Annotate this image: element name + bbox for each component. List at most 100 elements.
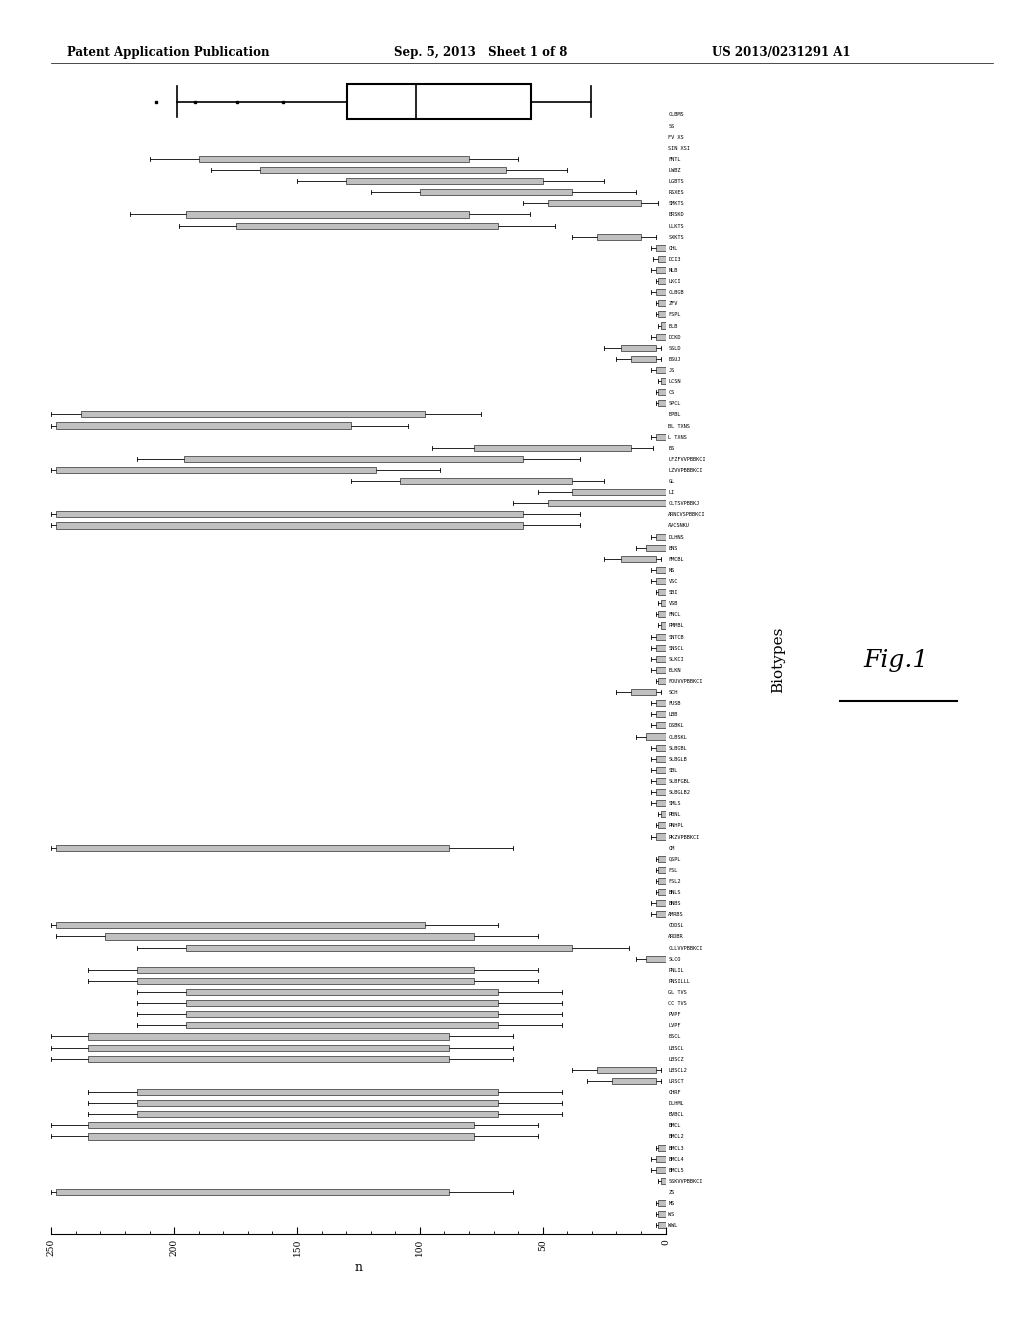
Text: US 2013/0231291 A1: US 2013/0231291 A1 <box>712 46 850 59</box>
Bar <box>658 855 666 862</box>
Bar <box>660 812 666 817</box>
Bar <box>137 1111 499 1117</box>
Bar <box>658 878 666 884</box>
Bar <box>186 1001 499 1006</box>
Bar <box>88 1056 450 1061</box>
Bar <box>660 601 666 606</box>
Bar <box>137 1089 499 1096</box>
Bar <box>655 767 666 774</box>
Bar <box>572 490 666 495</box>
Bar <box>56 511 523 517</box>
Bar <box>548 500 666 507</box>
Bar <box>56 845 450 850</box>
Bar <box>658 1212 666 1217</box>
Bar <box>655 777 666 784</box>
Bar <box>137 1100 499 1106</box>
Bar <box>658 389 666 395</box>
Bar <box>56 923 425 928</box>
Bar <box>597 1067 655 1073</box>
Bar <box>658 867 666 873</box>
Bar <box>137 966 474 973</box>
Bar <box>346 178 543 185</box>
Bar <box>597 234 641 240</box>
Bar <box>186 989 499 995</box>
Bar <box>56 523 523 528</box>
Bar <box>655 644 666 651</box>
Bar <box>658 312 666 318</box>
Bar <box>660 1177 666 1184</box>
Bar <box>658 822 666 829</box>
Bar <box>660 623 666 628</box>
Bar <box>658 888 666 895</box>
Bar <box>655 711 666 717</box>
Bar <box>646 956 666 962</box>
Bar <box>658 256 666 261</box>
Bar <box>658 400 666 407</box>
Bar <box>658 300 666 306</box>
Bar <box>655 1167 666 1173</box>
Bar <box>660 322 666 329</box>
Bar <box>655 578 666 583</box>
Bar <box>400 478 572 484</box>
Bar <box>655 656 666 661</box>
Bar <box>622 345 655 351</box>
Text: Fig.1: Fig.1 <box>863 648 929 672</box>
Bar <box>655 800 666 807</box>
Bar <box>186 1022 499 1028</box>
Bar <box>622 556 655 562</box>
Bar <box>611 1078 655 1084</box>
Bar <box>658 1222 666 1229</box>
Bar <box>658 1144 666 1151</box>
Bar <box>137 978 474 983</box>
Text: Patent Application Publication: Patent Application Publication <box>67 46 269 59</box>
Text: Sep. 5, 2013   Sheet 1 of 8: Sep. 5, 2013 Sheet 1 of 8 <box>394 46 567 59</box>
Bar <box>184 455 523 462</box>
Bar <box>655 267 666 273</box>
Bar <box>655 334 666 339</box>
Text: Biotypes: Biotypes <box>771 627 785 693</box>
Bar <box>56 467 376 473</box>
Bar <box>658 611 666 618</box>
Bar <box>56 1189 450 1195</box>
Bar <box>655 667 666 673</box>
Bar <box>646 734 666 739</box>
Bar <box>655 634 666 640</box>
Bar <box>655 744 666 751</box>
Bar <box>658 589 666 595</box>
Bar <box>655 789 666 795</box>
Bar <box>88 1044 450 1051</box>
Bar <box>81 412 425 417</box>
Bar <box>105 933 474 940</box>
Bar <box>655 911 666 917</box>
Bar <box>88 1034 450 1040</box>
Bar <box>548 201 641 206</box>
Bar <box>631 689 655 696</box>
Bar <box>655 367 666 374</box>
Bar <box>260 166 506 173</box>
Bar <box>631 356 655 362</box>
X-axis label: n: n <box>354 1261 362 1274</box>
Bar <box>655 1155 666 1162</box>
Bar <box>660 378 666 384</box>
Bar <box>56 422 351 429</box>
Bar <box>655 722 666 729</box>
Bar <box>655 244 666 251</box>
Bar <box>474 445 631 451</box>
Bar <box>655 289 666 296</box>
Bar <box>655 433 666 440</box>
Bar <box>347 84 531 120</box>
Bar <box>655 900 666 907</box>
Bar <box>655 833 666 840</box>
Bar <box>655 533 666 540</box>
Bar <box>655 756 666 762</box>
Bar <box>186 1011 499 1018</box>
Bar <box>236 223 499 228</box>
Bar <box>646 545 666 550</box>
Bar <box>88 1134 474 1139</box>
Bar <box>186 211 469 218</box>
Bar <box>655 700 666 706</box>
Bar <box>199 156 469 162</box>
Bar <box>658 279 666 284</box>
Bar <box>658 1200 666 1206</box>
Bar <box>420 189 572 195</box>
